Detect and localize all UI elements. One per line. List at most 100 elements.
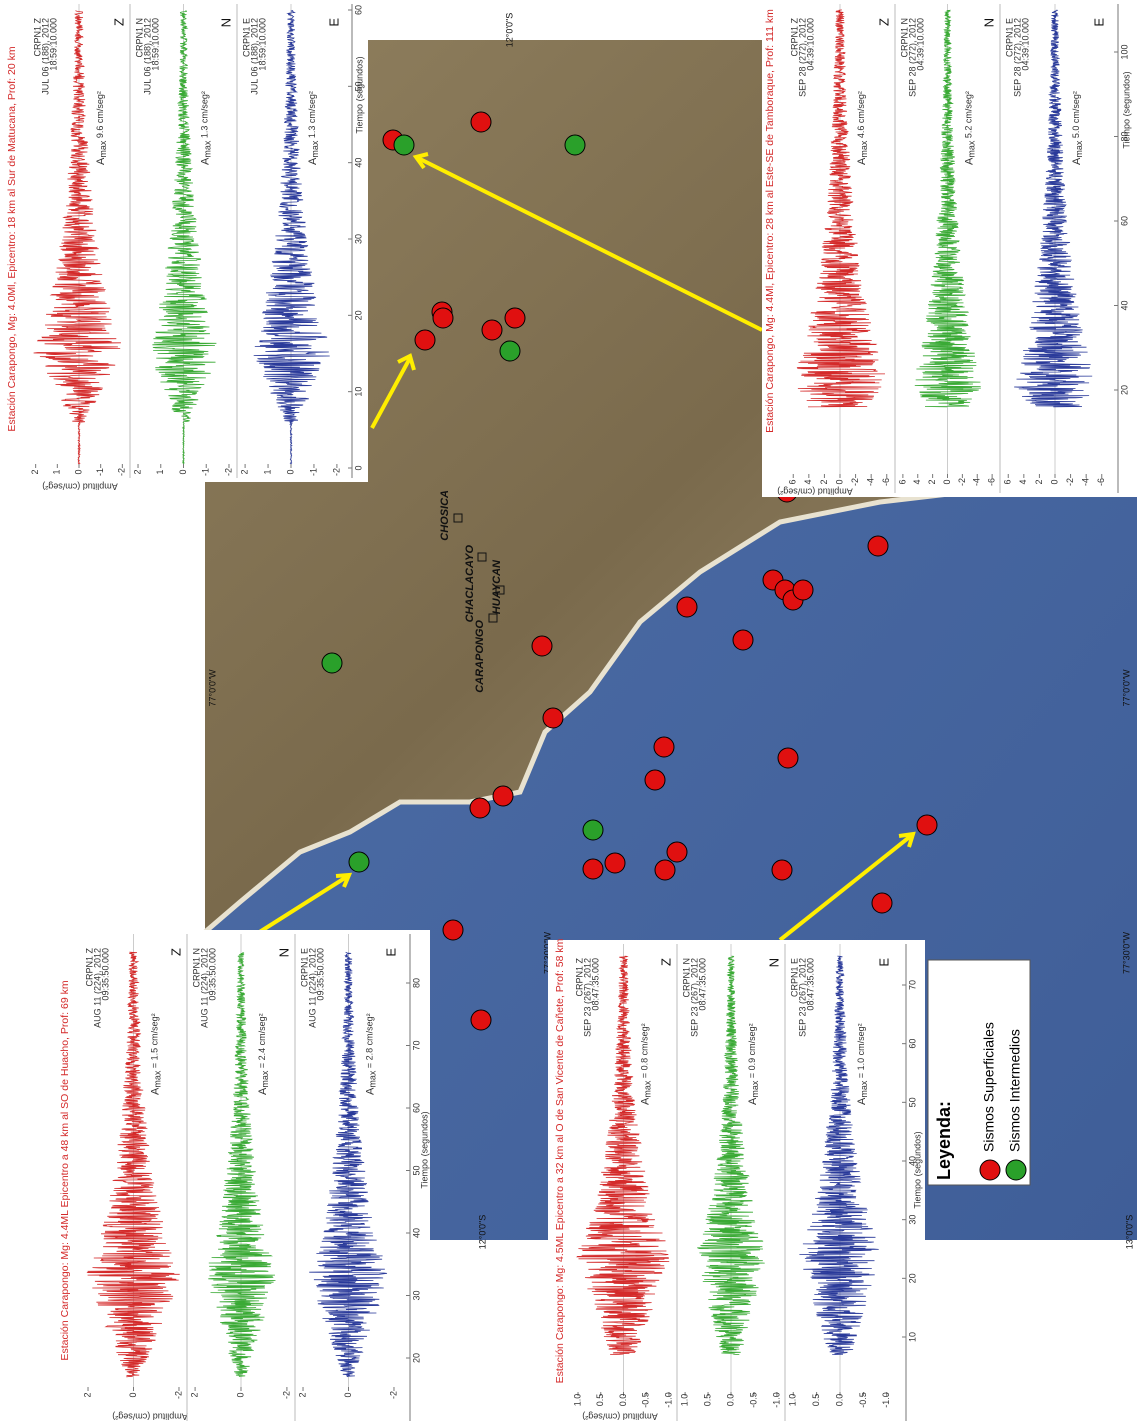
amplitude-tick-label: -1.0 <box>881 1392 891 1408</box>
amplitude-tick-label: 4 <box>1018 479 1028 484</box>
amplitude-tick-label: -2 <box>281 1391 291 1399</box>
channel-component: E <box>1091 18 1106 27</box>
time-tick-label: 20 <box>907 1273 917 1283</box>
shallow-event <box>531 635 553 657</box>
amplitude-tick-label: 1 <box>155 469 165 474</box>
amplitude-tick-label: -1.0 <box>663 1392 673 1408</box>
channel-header: SEP 28 (272), 2012 <box>1012 18 1022 97</box>
amplitude-tick-label: -2 <box>957 478 967 486</box>
amax-label: Amax 5.2 cm/seg² <box>963 91 976 165</box>
city-marker <box>477 552 487 562</box>
channel-header: CRPN1 N <box>899 18 909 58</box>
panel-title: Estación Carapongo, Mg: 4.0Ml, Epicentro… <box>6 46 18 431</box>
channel-header: 09:35:50.000 <box>207 948 217 1001</box>
amplitude-tick-label: 0 <box>343 1392 353 1397</box>
amax-label: Amax = 0.8 cm/seg² <box>639 1023 652 1105</box>
time-tick-label: 50 <box>907 1097 917 1107</box>
channel-component: N <box>218 18 233 27</box>
amplitude-tick-label: 1.0 <box>788 1394 798 1407</box>
shallow-event <box>470 1009 492 1031</box>
channel-header: SEP 23 (267), 2012 <box>689 958 699 1037</box>
seismogram-trace <box>1014 9 1093 408</box>
channel-component: N <box>981 18 996 27</box>
amplitude-tick-label: 0 <box>942 479 952 484</box>
channel-component: E <box>876 958 891 967</box>
amax-part: max <box>967 140 977 158</box>
events <box>321 111 938 1031</box>
city-label: CHACLACAYO <box>464 545 476 623</box>
legend <box>927 959 1031 1186</box>
amplitude-tick-label: -0.5 <box>858 1392 868 1408</box>
channel-header: 08:47:35.000 <box>697 958 707 1011</box>
amplitude-tick-label: 0 <box>1049 479 1059 484</box>
amplitude-axis-label: Amplitud (cm/seg²) <box>42 482 118 492</box>
amplitude-tick-label: -1 <box>95 468 105 476</box>
amplitude-tick-label: 4 <box>912 479 922 484</box>
channel-header: 18:59:10.000 <box>257 18 267 71</box>
channel-header: 04:39:10.000 <box>1020 18 1030 71</box>
intermediate-event <box>582 819 604 841</box>
shallow-event <box>871 892 893 914</box>
amplitude-tick-label: -6 <box>1096 478 1106 486</box>
amplitude-tick-label: 6 <box>1003 479 1013 484</box>
amplitude-tick-label: 1 <box>52 469 62 474</box>
amax-label: Amax 1.3 cm/seg² <box>307 91 320 165</box>
time-tick-label: 20 <box>353 310 363 320</box>
city-marker <box>488 613 498 623</box>
city-label: CARAPONGO <box>474 620 486 693</box>
arrows <box>256 152 916 942</box>
channel-component: E <box>383 948 398 957</box>
amplitude-tick-label: -1 <box>308 468 318 476</box>
amplitude-tick-label: 1.0 <box>572 1394 582 1407</box>
channel-header: SEP 23 (267), 2012 <box>582 958 592 1037</box>
time-tick-label: 10 <box>907 1332 917 1342</box>
shallow-event <box>442 919 464 941</box>
amax-part: max <box>98 140 108 158</box>
coastline <box>203 469 1137 934</box>
amplitude-tick-label: -1.0 <box>771 1392 781 1408</box>
amax-label: Amax 4.6 cm/seg² <box>856 91 869 165</box>
shallow-event <box>777 747 799 769</box>
legend-item: Sismos Intermedios <box>1007 1029 1023 1152</box>
amax-label: Amax = 1.0 cm/seg² <box>856 1023 869 1105</box>
channel-header: CRPN1 E <box>1004 18 1014 57</box>
amax-part: = 2.8 cm/seg² <box>365 1013 375 1070</box>
amplitude-tick-label: 0 <box>285 469 295 474</box>
time-tick-label: 50 <box>411 1165 421 1175</box>
time-tick-label: 60 <box>1119 216 1129 226</box>
coord-label: 13°0'0"S <box>1124 1215 1134 1250</box>
amplitude-axis-label: Amplitud (cm/seg²) <box>112 1412 188 1422</box>
amplitude-tick-label: -6 <box>881 478 891 486</box>
channel-header: 18:59:10.000 <box>48 18 58 71</box>
intermediate-event <box>348 851 370 873</box>
amax-part: A <box>149 1087 161 1095</box>
time-tick-label: 30 <box>411 1290 421 1300</box>
shallow-event <box>732 629 754 651</box>
amplitude-tick-label: 4 <box>803 479 813 484</box>
amplitude-tick-label: 0 <box>178 469 188 474</box>
amplitude-tick-label: 2 <box>1034 479 1044 484</box>
channel-header: AUG 11 (224), 2012 <box>307 948 317 1028</box>
seismogram-trace <box>309 951 388 1378</box>
channel-header: CRPN1 Z <box>789 18 799 57</box>
amplitude-tick-label: 1.0 <box>679 1394 689 1407</box>
time-tick-label: 40 <box>1119 300 1129 310</box>
amplitude-tick-label: -2 <box>173 1391 183 1399</box>
city-label: CHOSICA <box>439 490 451 541</box>
channel-header: CRPN1 Z <box>32 18 42 57</box>
amplitude-tick-label: 6 <box>897 479 907 484</box>
shallow-event <box>542 707 564 729</box>
amplitude-tick-label: -2 <box>223 468 233 476</box>
amplitude-tick-label: -2 <box>1065 478 1075 486</box>
seismogram-trace <box>576 955 670 1355</box>
amax-part: A <box>95 157 107 165</box>
amax-part: 1.3 cm/seg² <box>200 91 210 141</box>
amplitude-tick-label: 0.0 <box>834 1394 844 1407</box>
panel-title: Estación Carapongo, Mg: 4.4Ml, Epicentro… <box>764 9 776 433</box>
amax-part: A <box>364 1087 376 1095</box>
panel-title: Estación Carapongo: Mg: 4.4ML Epicentro … <box>59 980 71 1360</box>
time-tick-label: 20 <box>1119 385 1129 395</box>
amax-part: A <box>856 157 868 165</box>
shallow-event <box>469 797 491 819</box>
channel-header: 08:47:35.000 <box>590 958 600 1011</box>
